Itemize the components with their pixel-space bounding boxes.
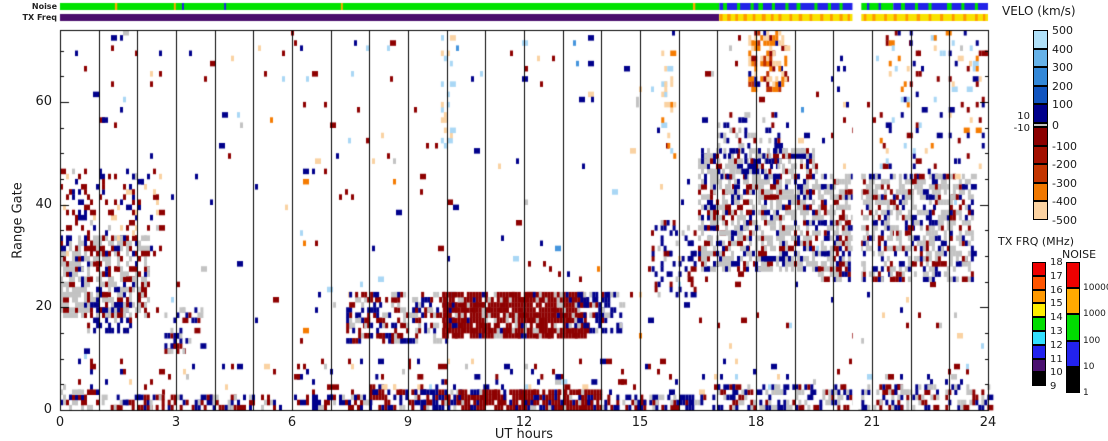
- y-tick-label-20: 20: [35, 299, 52, 315]
- noise-tick-1000: 1000: [1083, 309, 1106, 320]
- x-tick-label-15: 15: [631, 415, 649, 430]
- velo-colorbar-segment: [1033, 201, 1048, 220]
- velo-tick-100: 100: [1052, 98, 1073, 112]
- noise-tick-1: 1: [1083, 388, 1089, 398]
- velo-colorbar-segment: [1033, 85, 1048, 105]
- x-tick-label-6: 6: [287, 415, 297, 430]
- tx-freq-strip-label: TX Freq: [22, 13, 57, 22]
- noise-colorbar-segment: [1066, 340, 1080, 367]
- x-tick-label-24: 24: [979, 415, 997, 430]
- txfrq-colorbar-segment: [1032, 331, 1046, 345]
- velo-colorbar-segment: [1033, 104, 1048, 123]
- txfrq-colorbar-segment: [1032, 372, 1046, 387]
- velo-colorbar-segment: [1033, 145, 1048, 165]
- velo-colorbar-segment: [1033, 164, 1048, 183]
- txfrq-legend-title: TX FRQ (MHz): [998, 235, 1074, 248]
- y-tick-label-40: 40: [35, 196, 52, 212]
- noise-tick-10000: 10000: [1083, 283, 1108, 294]
- x-tick-label-21: 21: [863, 415, 881, 430]
- velo-tick-200: 200: [1052, 79, 1073, 93]
- x-tick-label-12: 12: [515, 415, 533, 430]
- velo-colorbar-segment: [1033, 67, 1048, 86]
- noise-colorbar-segment: [1066, 288, 1080, 315]
- txfrq-colorbar-segment: [1032, 262, 1046, 276]
- y-axis-title: Range Gate: [10, 182, 26, 259]
- velo-zero-upper-label: 10: [1017, 111, 1030, 122]
- x-tick-label-9: 9: [403, 415, 413, 430]
- x-axis-title: UT hours: [494, 427, 554, 441]
- velo-colorbar-segment: [1033, 182, 1048, 202]
- velo-zero-lower-label: -10: [1013, 123, 1030, 134]
- noise-strip-label: Noise: [31, 2, 57, 11]
- txfrq-colorbar-segment: [1032, 303, 1046, 318]
- x-tick-label-18: 18: [747, 415, 765, 430]
- velo-tick-300: 300: [1052, 61, 1073, 75]
- txfrq-tick-17: 17: [1050, 270, 1063, 282]
- txfrq-colorbar-segment: [1032, 317, 1046, 331]
- velo-colorbar-segment: [1033, 30, 1048, 49]
- velo-tick--400: -400: [1052, 195, 1077, 209]
- velo-tick-500: 500: [1052, 24, 1073, 37]
- txfrq-tick-14: 14: [1050, 312, 1063, 324]
- noise-colorbar-segment: [1066, 314, 1080, 341]
- x-tick-label-3: 3: [171, 415, 181, 430]
- y-tick-label-0: 0: [43, 402, 52, 417]
- velo-tick--100: -100: [1052, 139, 1077, 153]
- noise-colorbar-segment: [1066, 366, 1080, 393]
- velo-tick--500: -500: [1052, 214, 1077, 227]
- velo-tick--300: -300: [1052, 176, 1077, 190]
- txfrq-tick-9: 9: [1050, 381, 1057, 393]
- txfrq-tick-13: 13: [1050, 326, 1063, 337]
- noise-legend-title: NOISE: [1062, 248, 1097, 261]
- velo-colorbar-segment: [1033, 48, 1048, 68]
- y-tick-label-60: 60: [35, 93, 52, 109]
- velo-zero-band: [1033, 123, 1048, 127]
- txfrq-tick-16: 16: [1050, 284, 1063, 296]
- velo-legend-title: VELO (km/s): [1002, 4, 1076, 18]
- txfrq-tick-12: 12: [1050, 339, 1063, 351]
- txfrq-tick-10: 10: [1050, 367, 1063, 379]
- velo-tick-0: 0: [1052, 119, 1059, 132]
- velo-tick-400: 400: [1052, 42, 1073, 56]
- txfrq-colorbar-segment: [1032, 289, 1046, 304]
- txfrq-tick-11: 11: [1050, 353, 1063, 365]
- velo-tick--200: -200: [1052, 158, 1077, 172]
- txfrq-colorbar-segment: [1032, 344, 1046, 359]
- txfrq-colorbar-segment: [1032, 358, 1046, 373]
- txfrq-tick-15: 15: [1050, 298, 1063, 310]
- txfrq-colorbar-segment: [1032, 275, 1046, 290]
- noise-colorbar-segment: [1066, 262, 1080, 289]
- noise-tick-100: 100: [1083, 335, 1101, 346]
- noise-tick-10: 10: [1083, 361, 1095, 372]
- velo-colorbar-segment: [1033, 127, 1048, 146]
- x-tick-label-0: 0: [55, 415, 65, 430]
- txfrq-tick-18: 18: [1050, 257, 1063, 268]
